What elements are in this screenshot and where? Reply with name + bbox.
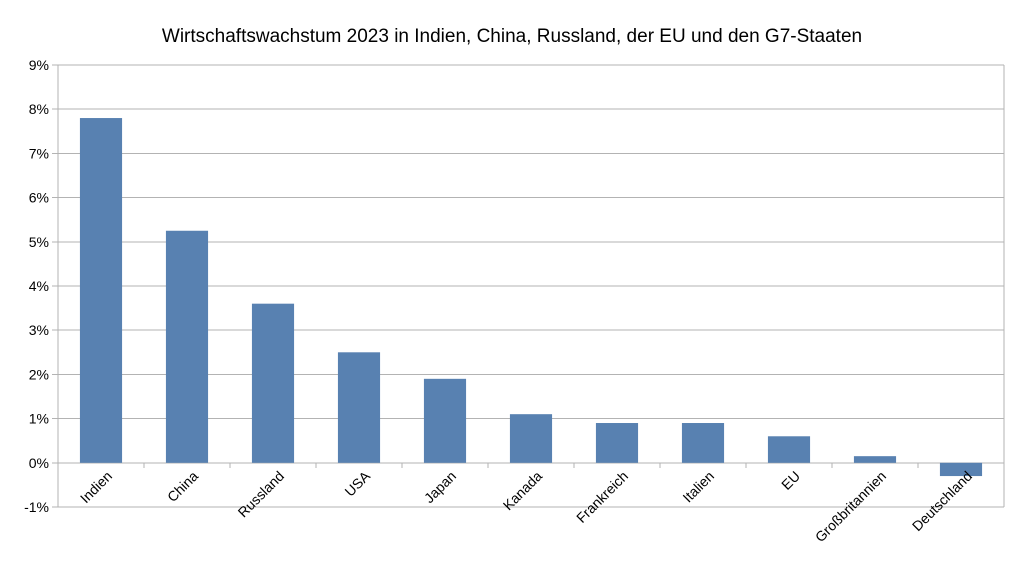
y-tick-label: -1% [24, 499, 49, 515]
y-tick-label: 7% [29, 145, 49, 161]
x-tick-label: Großbritannien [812, 468, 889, 545]
bar-eu [767, 436, 811, 463]
bar-china [165, 230, 209, 463]
bar-russland [251, 303, 295, 463]
x-tick-label: Deutschland [909, 468, 975, 534]
bar-usa [337, 352, 381, 463]
y-tick-label: 8% [29, 101, 49, 117]
x-tick-label: Japan [421, 468, 459, 506]
x-tick-label: Russland [235, 468, 288, 521]
y-axis: -1% 0% 1% 2% 3% 4% 5% 6% 7% 8% 9% [24, 57, 49, 515]
bar-series [79, 118, 983, 477]
y-tick-label: 0% [29, 455, 49, 471]
x-axis: Indien China Russland USA Japan Kanada Frankre… [77, 467, 975, 545]
bar-italien [681, 423, 725, 463]
y-tick-label: 5% [29, 234, 49, 250]
x-tick-label: Kanada [500, 468, 546, 514]
x-tick-label: Indien [77, 468, 115, 506]
x-tick-label: Italien [679, 468, 717, 506]
bar-indien [79, 118, 123, 463]
bar-japan [423, 378, 467, 463]
y-tick-label: 6% [29, 190, 49, 206]
x-tick-label: USA [341, 467, 373, 499]
y-tick-label: 4% [29, 278, 49, 294]
y-tick-label: 1% [29, 411, 49, 427]
x-tick-label: China [164, 468, 201, 505]
bar-kanada [509, 414, 553, 463]
y-tick-label: 2% [29, 366, 49, 382]
bar-großbritannien [853, 456, 897, 463]
y-tick-label: 9% [29, 57, 49, 73]
bar-frankreich [595, 423, 639, 463]
x-tick-label: Frankreich [573, 468, 631, 526]
chart-title: Wirtschaftswachstum 2023 in Indien, Chin… [162, 26, 862, 47]
bar-deutschland [939, 462, 983, 477]
y-tick-label: 3% [29, 322, 49, 338]
x-tick-label: EU [778, 468, 803, 493]
